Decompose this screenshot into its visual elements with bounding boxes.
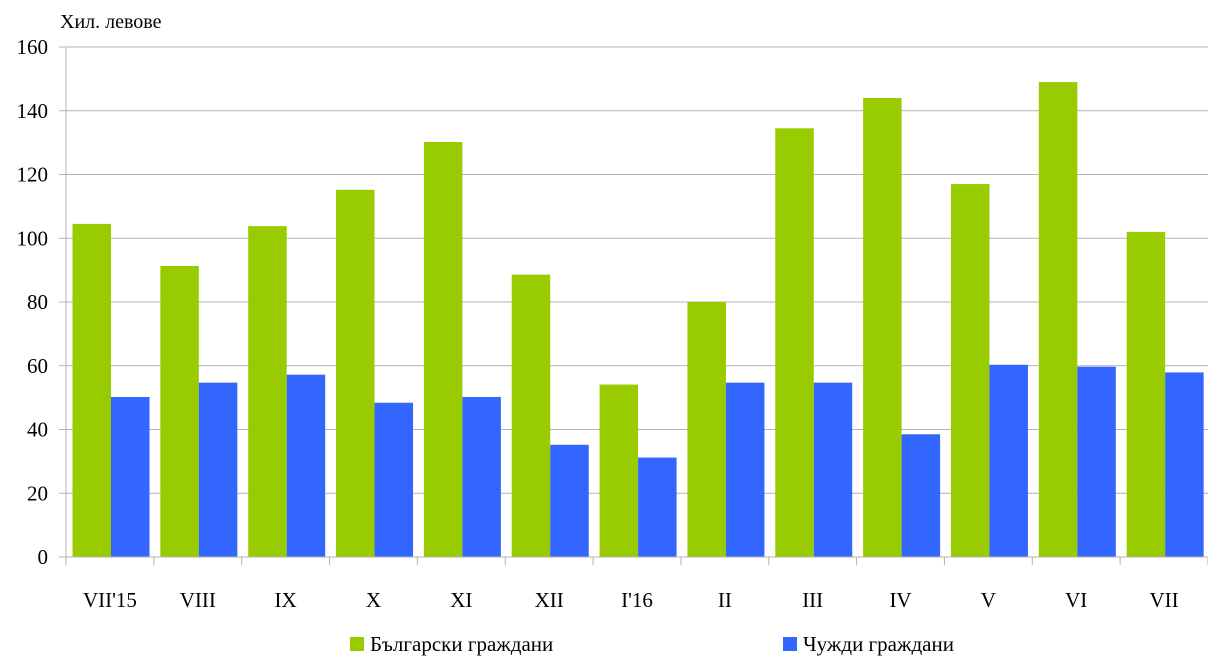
bar-foreign-5 xyxy=(550,444,589,557)
legend: Български граждани Чужди граждани xyxy=(350,632,954,656)
bar-bulgarian-12 xyxy=(1126,231,1166,557)
bar-bulgarian-0 xyxy=(72,223,111,557)
x-tick-label: XII xyxy=(535,588,564,612)
y-tick-label: 40 xyxy=(27,418,48,442)
y-unit-label: Хил. левове xyxy=(60,11,162,33)
bar-foreign-0 xyxy=(111,396,150,557)
bar-foreign-6 xyxy=(638,457,677,557)
bar-bulgarian-4 xyxy=(423,141,463,558)
y-tick-label: 140 xyxy=(17,99,49,123)
x-tick-label: I'16 xyxy=(621,588,653,612)
legend-label-foreign: Чужди граждани xyxy=(803,632,954,656)
y-tick-label: 20 xyxy=(27,481,48,505)
x-tick-label: X xyxy=(366,588,381,612)
bar-foreign-11 xyxy=(1077,366,1116,557)
bar-foreign-1 xyxy=(198,382,238,557)
x-tick-label: IX xyxy=(275,588,297,612)
bar-foreign-12 xyxy=(1165,372,1204,557)
bar-bulgarian-1 xyxy=(160,265,199,557)
bar-bulgarian-7 xyxy=(687,302,726,557)
bar-foreign-9 xyxy=(901,434,941,557)
x-tick-label: VIII xyxy=(180,588,216,612)
legend-swatch-bulgarian xyxy=(350,637,364,651)
bars xyxy=(72,82,1204,558)
y-tick-label: 60 xyxy=(27,354,48,378)
legend-swatch-foreign xyxy=(783,637,797,651)
bar-bulgarian-10 xyxy=(950,184,990,557)
bar-foreign-3 xyxy=(374,402,414,557)
bar-bulgarian-6 xyxy=(599,384,639,557)
y-tick-label: 100 xyxy=(17,226,49,250)
bar-bulgarian-8 xyxy=(775,128,814,557)
y-tick-label: 120 xyxy=(17,163,49,187)
bar-bulgarian-3 xyxy=(336,189,375,558)
legend-label-bulgarian: Български граждани xyxy=(370,632,553,656)
x-tick-label: VII xyxy=(1149,588,1178,612)
x-tick-label: V xyxy=(981,588,996,612)
x-tick-label: VII'15 xyxy=(83,588,137,612)
bar-foreign-7 xyxy=(725,382,765,557)
bar-foreign-10 xyxy=(989,364,1028,557)
x-tick-label: II xyxy=(718,588,732,612)
x-tick-label: VI xyxy=(1065,588,1087,612)
y-tick-label: 80 xyxy=(27,290,48,314)
bar-bulgarian-2 xyxy=(248,226,287,557)
y-axis-ticks: 0 20 40 60 80 100 120 140 160 xyxy=(17,35,66,569)
y-tick-label: 160 xyxy=(17,35,49,59)
bar-bulgarian-5 xyxy=(511,274,551,557)
x-tick-label: III xyxy=(802,588,823,612)
x-tick-label: IV xyxy=(889,588,911,612)
bar-foreign-8 xyxy=(813,382,853,557)
bar-bulgarian-11 xyxy=(1038,82,1078,557)
x-tick-label: XI xyxy=(450,588,472,612)
bar-bulgarian-9 xyxy=(863,98,902,557)
y-tick-label: 0 xyxy=(38,545,49,569)
bar-foreign-4 xyxy=(462,396,501,557)
x-axis-ticks: VII'15 VIII IX X XI XII I'16 II III IV V VI VII xyxy=(65,557,1208,612)
bar-foreign-2 xyxy=(286,374,326,557)
